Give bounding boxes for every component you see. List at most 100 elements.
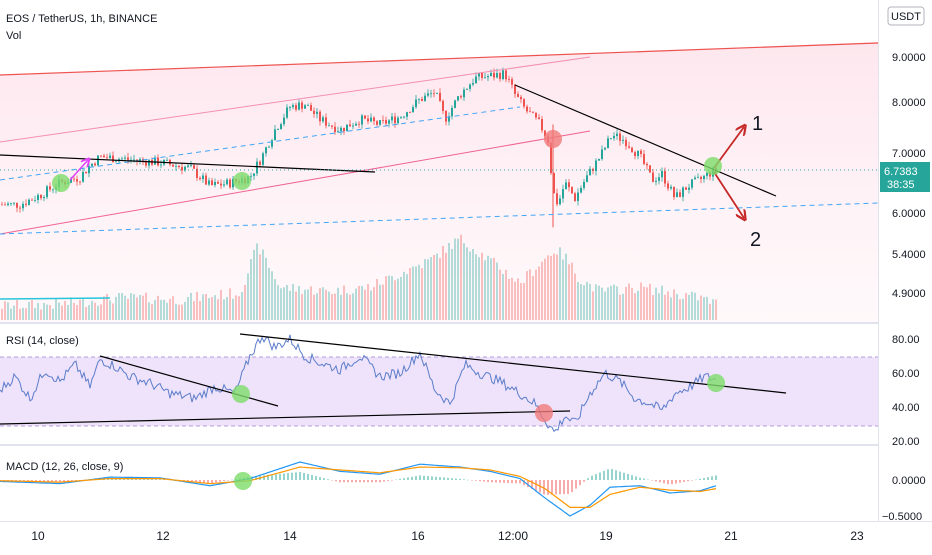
macd-histogram-bar: [151, 478, 153, 480]
time-tick: 23: [850, 529, 864, 543]
candle-body: [1, 204, 3, 206]
candle-body: [52, 189, 54, 191]
macd-histogram-bar: [471, 480, 473, 481]
volume-bar: [118, 293, 120, 320]
volume-bar: [664, 294, 666, 320]
volume-bar: [376, 279, 378, 320]
volume-bar: [79, 299, 81, 320]
candle-body: [457, 96, 459, 101]
candle-body: [667, 183, 669, 189]
volume-bar: [412, 266, 414, 320]
volume-bar: [397, 278, 399, 320]
volume-bar: [268, 267, 270, 320]
candle-body: [277, 129, 279, 130]
volume-bar: [223, 299, 225, 320]
volume-bar: [607, 287, 609, 320]
volume-bar: [28, 301, 30, 320]
candle-body: [514, 84, 516, 94]
candle-body: [91, 163, 93, 167]
candle-body: [397, 117, 399, 124]
macd-histogram-bar: [591, 475, 593, 480]
candle-body: [418, 98, 420, 100]
volume-bar: [532, 275, 534, 320]
candle-body: [373, 117, 375, 122]
volume-bar: [160, 299, 162, 320]
volume-bar: [322, 287, 324, 320]
macd-histogram-bar: [487, 480, 489, 483]
volume-bar: [91, 300, 93, 320]
symbol-title: EOS / TetherUS, 1h, BINANCE: [6, 13, 157, 25]
candle-body: [16, 202, 18, 208]
volume-bar: [451, 249, 453, 320]
macd-histogram-bar: [531, 480, 533, 489]
macd-histogram-bar: [695, 479, 697, 481]
candle-body: [463, 89, 465, 98]
volume-bar: [142, 295, 144, 320]
volume-bar: [535, 269, 537, 320]
macd-histogram-bar: [603, 470, 605, 480]
macd-histogram-bar: [231, 479, 233, 481]
volume-bar: [682, 298, 684, 320]
volume-bar: [433, 254, 435, 320]
rsi-trendline-2: [239, 333, 787, 394]
bar-countdown: 38:35: [887, 179, 915, 191]
candle-body: [349, 124, 351, 127]
macd-histogram-bar: [363, 480, 365, 483]
scenario-up-label: 1: [752, 113, 763, 135]
candle-body: [97, 155, 99, 166]
candle-body: [394, 116, 396, 124]
candle-body: [127, 157, 129, 160]
macd-histogram-bar: [291, 472, 293, 480]
macd-histogram-bar: [707, 477, 709, 480]
volume-bar: [49, 305, 51, 320]
volume-bar: [127, 298, 129, 320]
macd-histogram-bar: [631, 475, 633, 480]
volume-bar: [715, 299, 717, 320]
candle-body: [436, 92, 438, 94]
volume-bar: [361, 286, 363, 320]
channel-upper-line: [0, 56, 591, 143]
candle-body: [535, 112, 537, 118]
macd-histogram-bar: [443, 477, 445, 480]
macd-histogram-bar: [55, 480, 57, 483]
volume-bar: [469, 251, 471, 320]
macd-histogram-bar: [275, 474, 277, 480]
volume-bar: [196, 292, 198, 320]
candle-body: [73, 178, 75, 180]
macd-histogram-bar: [343, 480, 345, 483]
volume-bar: [421, 268, 423, 320]
candle-body: [106, 157, 108, 159]
volume-bar: [379, 284, 381, 320]
red-marker: [535, 404, 553, 422]
candle-body: [661, 170, 663, 178]
candle-body: [604, 147, 606, 150]
candle-body: [583, 181, 585, 188]
macd-histogram-bar: [39, 480, 41, 482]
candle-body: [385, 120, 387, 124]
volume-bar: [178, 304, 180, 320]
volume-bar: [370, 290, 372, 320]
red-marker: [544, 130, 562, 148]
macd-histogram-bar: [659, 480, 661, 483]
volume-bar: [247, 273, 249, 320]
candle-body: [253, 173, 255, 176]
volume-bar: [430, 256, 432, 320]
candle-body: [670, 186, 672, 189]
volume-bar: [202, 294, 204, 320]
volume-bar: [289, 290, 291, 320]
candle-body: [610, 138, 612, 140]
volume-bar: [331, 293, 333, 320]
volume-bar: [64, 300, 66, 320]
volume-bar: [148, 302, 150, 320]
currency-button[interactable]: USDT: [887, 6, 925, 26]
macd-histogram-bar: [415, 476, 417, 480]
volume-bar: [640, 282, 642, 320]
macd-histogram-bar: [411, 476, 413, 480]
volume-bar: [187, 296, 189, 320]
candle-body: [577, 192, 579, 201]
candle-body: [685, 187, 687, 190]
macd-histogram-bar: [463, 479, 465, 480]
price-tick: 5.4000: [892, 249, 926, 261]
candle-body: [256, 161, 258, 174]
volume-bar: [61, 305, 63, 320]
